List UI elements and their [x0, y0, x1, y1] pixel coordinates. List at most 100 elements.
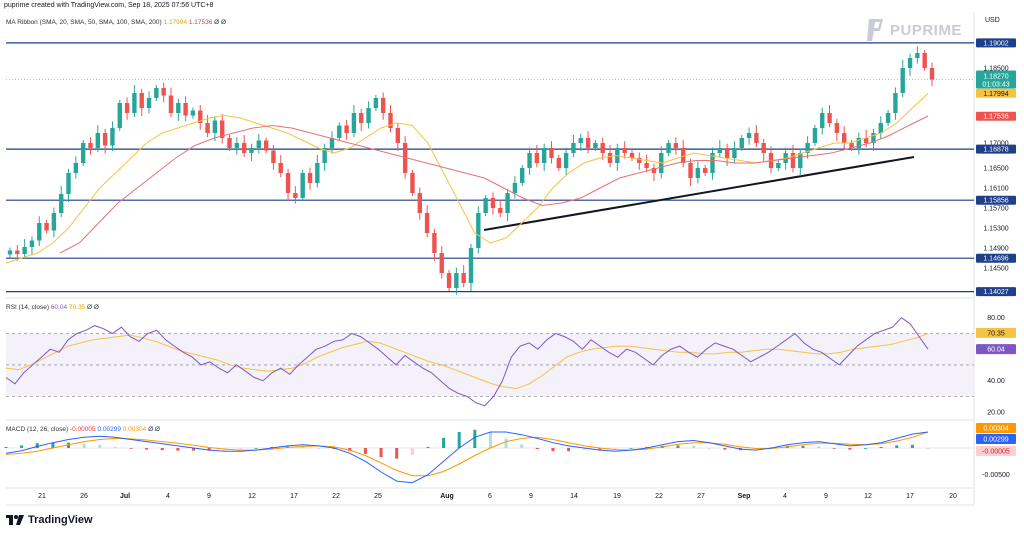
- macd-histogram-bar: [676, 445, 680, 448]
- price-level-tag-bg: [976, 144, 1016, 154]
- candle-body: [278, 163, 283, 173]
- candle-body: [563, 153, 569, 168]
- sma20-value-tag-bg: [976, 88, 1016, 98]
- macd-histogram-bar: [410, 448, 414, 455]
- macd-histogram-bar: [207, 448, 211, 451]
- candle-body: [66, 173, 71, 194]
- macd-histogram-bar: [832, 448, 836, 449]
- macd-histogram-bar: [254, 448, 258, 449]
- candle-body: [710, 153, 715, 173]
- macd-histogram-bar: [598, 448, 602, 451]
- ma-ribbon-legend-tail: Ø Ø: [214, 19, 227, 26]
- candle-body: [900, 68, 905, 93]
- candle-body: [834, 123, 840, 133]
- candle-body: [556, 158, 562, 168]
- candle-body: [417, 193, 422, 213]
- candle-body: [366, 108, 371, 123]
- candle-body: [724, 148, 730, 158]
- candle-body: [622, 148, 627, 153]
- candle-body: [424, 213, 430, 233]
- macd-legend-signal: 0.00304: [122, 426, 147, 433]
- rsi-legend-ma-value: 70.35: [68, 304, 86, 311]
- macd-histogram-bar: [692, 445, 696, 448]
- macd-histogram-bar: [817, 446, 821, 448]
- current-price-tag: 1.18270: [983, 74, 1008, 81]
- price-axis-tick-label: 1.16500: [983, 166, 1008, 173]
- price-axis-tick-label: 1.17000: [983, 141, 1008, 148]
- trend-line: [483, 156, 915, 231]
- macd-histogram-bar: [113, 446, 117, 448]
- candle-body: [922, 53, 927, 68]
- sma50-value-tag-bg: [976, 111, 1016, 121]
- macd-legend[interactable]: MACD (12, 26, close) -0.00005 0.00299 0.…: [6, 426, 160, 433]
- macd-histogram-bar: [520, 444, 524, 448]
- price-axis-tick-label: 1.14900: [983, 246, 1008, 253]
- candle-body: [102, 133, 108, 146]
- macd-histogram-bar: [926, 448, 930, 449]
- candle-body: [439, 253, 444, 273]
- macd-axis-tick-label: -0.00500: [982, 472, 1010, 479]
- price-axis-tick-label: 1.14500: [983, 266, 1008, 273]
- candle-body: [688, 163, 693, 178]
- candle-body: [44, 223, 49, 231]
- candle-body: [241, 143, 247, 153]
- candle-body: [885, 113, 891, 123]
- candle-body: [739, 138, 744, 148]
- candle-body: [190, 110, 196, 116]
- candle-body: [132, 93, 137, 113]
- rsi-legend[interactable]: RSI (14, close) 60.04 70.35 Ø Ø: [6, 304, 99, 311]
- macd-histogram-bar: [863, 448, 867, 449]
- time-axis-tick-label: 14: [570, 493, 578, 500]
- candle-body: [117, 103, 122, 128]
- candle-body: [461, 273, 466, 283]
- rsi-legend-tail: Ø Ø: [87, 304, 99, 311]
- macd-histogram-bar: [442, 437, 446, 448]
- macd-signal-value-tag-bg: [976, 423, 1016, 433]
- time-axis-tick-label: 4: [166, 493, 170, 500]
- candle-body: [600, 143, 605, 153]
- time-axis-tick-label: 12: [864, 493, 872, 500]
- chart-header-title: puprime created with TradingView.com, Se…: [4, 2, 214, 9]
- price-level-tag: 1.16878: [983, 147, 1008, 154]
- candle-body: [161, 88, 166, 96]
- candle-body: [124, 103, 130, 113]
- time-axis-tick-label: 6: [488, 493, 492, 500]
- candle-body: [490, 198, 496, 208]
- macd-histogram-bar: [363, 448, 367, 454]
- candle-body: [849, 143, 854, 148]
- time-axis-tick-label: 17: [906, 493, 914, 500]
- candle-body: [907, 58, 913, 68]
- candle-body: [761, 143, 766, 153]
- time-axis-tick-label: 12: [248, 493, 256, 500]
- time-axis-tick-label: Sep: [738, 493, 751, 500]
- ma-ribbon-legend-sma50: 1.17536: [188, 19, 213, 26]
- candle-body: [571, 143, 576, 153]
- macd-value-tag-bg: [976, 434, 1016, 444]
- macd-histogram-bar: [4, 446, 8, 448]
- candle-body: [337, 125, 342, 138]
- sma50-line: [59, 115, 929, 254]
- candle-body: [154, 88, 159, 98]
- macd-histogram-bar: [395, 448, 399, 459]
- candle-body: [307, 173, 313, 183]
- ma-ribbon-legend[interactable]: MA Ribbon (SMA, 20, SMA, 50, SMA, 100, S…: [6, 19, 226, 26]
- price-level-tag-bg: [976, 253, 1016, 263]
- candle-body: [673, 143, 679, 148]
- candle-body: [790, 153, 796, 168]
- candle-body: [285, 173, 291, 193]
- candle-body: [22, 247, 27, 254]
- macd-histogram-bar: [504, 438, 508, 448]
- rsi-line: [5, 317, 929, 407]
- time-axis-tick-label: 17: [290, 493, 298, 500]
- candle-body: [410, 173, 415, 193]
- candle-body: [168, 95, 174, 113]
- candle-body: [293, 193, 298, 198]
- macd-histogram-bar: [801, 445, 805, 448]
- candle-body: [702, 168, 708, 173]
- tradingview-icon: [6, 515, 24, 525]
- macd-legend-macd: 0.00299: [97, 426, 121, 433]
- candle-body: [732, 148, 737, 158]
- macd-histogram-bar: [551, 448, 555, 452]
- candle-body: [110, 128, 115, 146]
